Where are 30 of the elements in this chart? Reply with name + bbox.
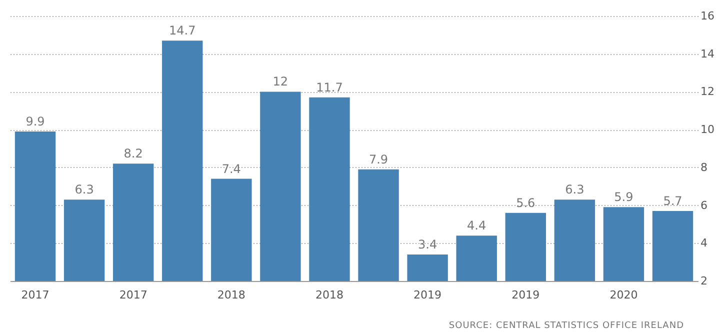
x-tick-label: 2018 <box>217 288 246 302</box>
data-label: 5.7 <box>663 194 682 208</box>
x-tick-label: 2017 <box>119 288 148 302</box>
data-label: 5.9 <box>614 190 634 204</box>
data-label: 7.4 <box>222 162 241 176</box>
data-label: 14.7 <box>169 24 196 38</box>
y-tick-label: 6 <box>700 198 708 212</box>
y-tick-label: 12 <box>700 85 714 98</box>
y-tick-label: 4 <box>700 236 708 250</box>
x-tick-label: 2020 <box>610 288 638 302</box>
data-label: 5.6 <box>516 196 536 210</box>
data-label: 9.9 <box>26 114 45 128</box>
y-tick-label: 16 <box>700 10 714 22</box>
x-tick-label: 2018 <box>315 288 344 302</box>
y-tick-label: 2 <box>700 274 708 288</box>
y-tick-label: 8 <box>700 160 708 174</box>
data-label: 6.3 <box>565 182 584 197</box>
data-label: 12 <box>272 74 288 89</box>
y-tick-label: 10 <box>700 123 714 136</box>
data-label: 6.3 <box>74 182 94 197</box>
y-tick-label: 14 <box>700 47 714 60</box>
source-note: SOURCE: CENTRAL STATISTICS OFFICE IRELAND <box>448 321 685 331</box>
data-label: 4.4 <box>467 218 486 233</box>
x-tick-label: 2019 <box>512 288 540 302</box>
x-tick-label: 2017 <box>21 288 50 302</box>
data-label: 7.9 <box>368 152 388 166</box>
data-label: 3.4 <box>418 238 438 252</box>
data-label: 8.2 <box>124 146 143 161</box>
data-label: 11.7 <box>316 80 343 94</box>
x-tick-label: 2019 <box>414 288 442 302</box>
